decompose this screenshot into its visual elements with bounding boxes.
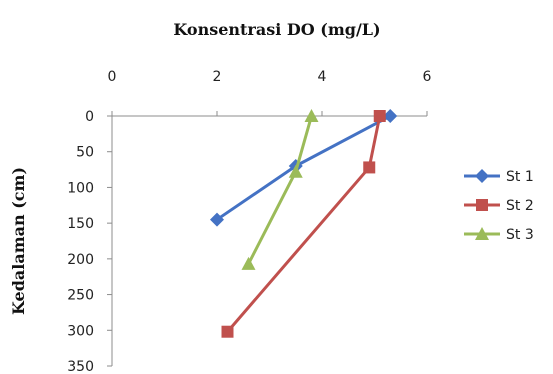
legend-marker-st-2	[476, 199, 488, 211]
series-layer	[210, 109, 398, 338]
legend-marker-st-1	[475, 169, 489, 183]
legend-label-st-2: St 2	[506, 198, 534, 214]
data-point-st-3	[288, 164, 303, 178]
data-point-st-2	[221, 325, 234, 338]
y-tick-label: 350	[67, 359, 94, 374]
data-point-st-3	[241, 256, 256, 270]
x-tick-label: 6	[423, 69, 432, 85]
x-tick-label: 0	[108, 69, 117, 85]
data-point-st-2	[363, 161, 376, 174]
y-axis-label: Kedalaman (cm)	[9, 167, 28, 315]
data-point-st-3	[304, 109, 319, 122]
x-tick-label: 2	[213, 69, 222, 85]
legend: St 1 St 2 St 3	[464, 169, 534, 243]
data-point-st-1	[210, 212, 224, 227]
chart-title: Konsentrasi DO (mg/L)	[173, 20, 380, 39]
x-tick-label: 4	[318, 69, 327, 85]
y-tick-label: 50	[76, 145, 94, 161]
y-tick-label: 200	[67, 252, 94, 268]
legend-label-st-1: St 1	[506, 169, 534, 185]
y-tick-label: 150	[67, 216, 94, 232]
y-tick-label: 0	[85, 109, 94, 125]
y-tick-label: 300	[67, 323, 94, 339]
legend-marker-st-3	[475, 227, 489, 240]
data-point-st-2	[373, 110, 386, 122]
y-tick-label: 250	[67, 288, 94, 304]
data-point-st-1	[383, 109, 398, 123]
y-tick-label: 100	[67, 180, 94, 196]
axes: 0 2 4 6 0 50 100 150 200 250 300 350	[67, 69, 431, 374]
legend-label-st-3: St 3	[506, 227, 534, 243]
